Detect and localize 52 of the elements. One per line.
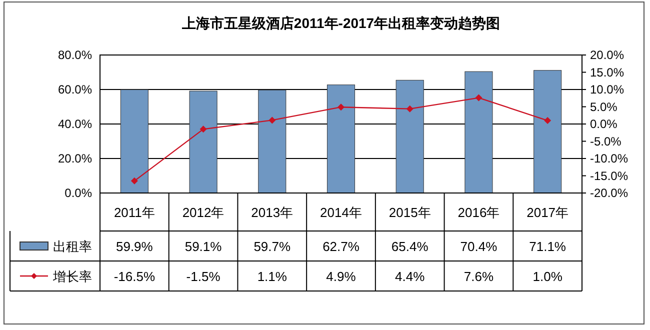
- data-label: 59.9%: [116, 239, 154, 254]
- y2-tick-label: -10.0%: [590, 152, 628, 166]
- y2-tick-label: 15.0%: [590, 65, 624, 80]
- data-label: 62.7%: [322, 239, 360, 254]
- legend-label: 增长率: [52, 269, 92, 284]
- bar: [396, 80, 424, 194]
- y2-tick-label: -15.0%: [590, 168, 628, 183]
- point: [200, 126, 207, 133]
- x-tick-label: 2015年: [388, 205, 431, 220]
- x-tick-label: 2017年: [526, 205, 569, 220]
- y-tick-label: 40.0%: [58, 117, 92, 131]
- point: [338, 104, 344, 111]
- point: [475, 94, 482, 102]
- data-label: 4.4%: [395, 269, 426, 284]
- data-label: 65.4%: [391, 239, 429, 254]
- bar: [464, 71, 493, 194]
- data-label: 7.6%: [464, 269, 494, 284]
- point: [406, 105, 414, 112]
- data-label: 70.4%: [460, 239, 498, 254]
- data-label: 59.7%: [254, 239, 292, 254]
- y2-tick-label: -5.0%: [590, 134, 622, 148]
- bar: [120, 89, 148, 194]
- x-tick-label: 2011年: [114, 205, 155, 220]
- data-label: -16.5%: [114, 269, 156, 284]
- data-label: 1.0%: [532, 269, 563, 284]
- bar: [534, 70, 562, 194]
- data-label: 71.1%: [529, 239, 566, 254]
- y2-tick-label: 0.0%: [590, 117, 618, 131]
- y-tick-label: 80.0%: [58, 48, 92, 62]
- bar: [189, 90, 218, 194]
- data-label: -1.5%: [186, 269, 221, 284]
- x-tick-label: 2012年: [182, 205, 224, 220]
- y2-tick-label: 5.0%: [590, 100, 618, 114]
- y2-tick-label: 10.0%: [590, 82, 624, 96]
- point: [544, 117, 552, 124]
- y-tick-label: 60.0%: [58, 82, 92, 96]
- data-label: 59.1%: [184, 239, 222, 254]
- y-tick-label: 20.0%: [58, 152, 92, 166]
- y-tick-label: 0.0%: [64, 186, 92, 200]
- x-tick-label: 2016年: [458, 205, 500, 220]
- point: [130, 177, 138, 184]
- data-label: 1.1%: [257, 269, 288, 284]
- y2-tick-label: 20.0%: [590, 48, 624, 62]
- x-tick-label: 2014年: [320, 205, 362, 220]
- x-tick-label: 2013年: [251, 205, 294, 220]
- bar: [258, 90, 286, 194]
- point: [268, 116, 276, 124]
- bar: [326, 84, 356, 194]
- legend-label: 出租率: [53, 239, 92, 254]
- data-label: 4.9%: [326, 269, 356, 284]
- chart-title: 上海市五星级酒店2011年-2017年出租率变动趋势图: [180, 15, 500, 31]
- y2-tick-label: -20.0%: [590, 186, 628, 200]
